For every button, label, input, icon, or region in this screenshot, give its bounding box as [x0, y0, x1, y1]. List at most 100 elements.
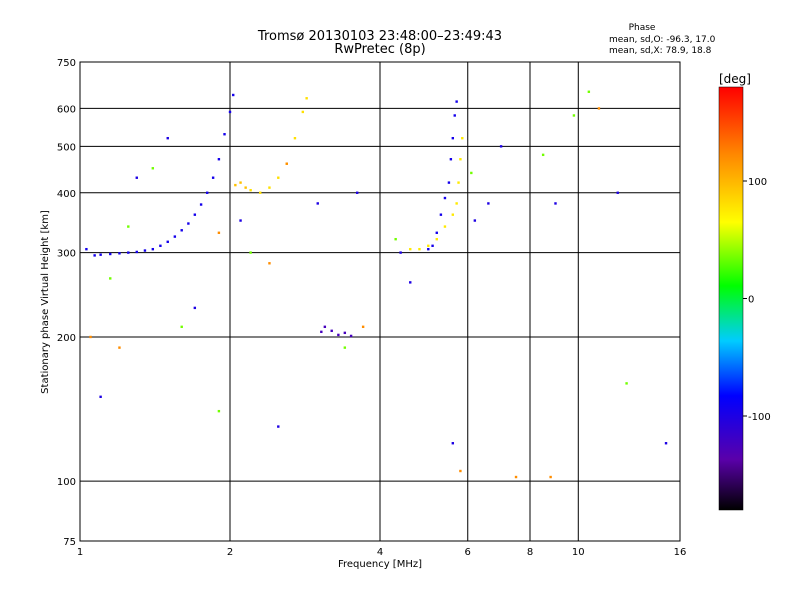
echo-point: [211, 176, 215, 179]
echo-point: [173, 235, 177, 238]
echo-point: [455, 202, 458, 205]
x-tick-label: 2: [227, 547, 233, 558]
echo-point: [205, 191, 209, 194]
x-tick-label: 10: [572, 547, 585, 558]
echo-point: [439, 213, 443, 216]
echo-point: [451, 442, 455, 445]
x-tick-label: 6: [465, 547, 471, 558]
echo-point: [541, 153, 545, 157]
echo-point: [135, 176, 138, 179]
y-tick-label: 300: [57, 249, 76, 260]
echo-point: [239, 219, 242, 222]
echo-point: [180, 229, 183, 232]
echo-point: [293, 136, 297, 140]
echo-point: [305, 97, 308, 100]
echo-point: [234, 183, 237, 187]
data-points: [85, 90, 668, 479]
echo-point: [316, 202, 319, 205]
x-tick-label: 8: [527, 547, 533, 558]
echo-point: [159, 244, 162, 247]
echo-point: [399, 251, 402, 254]
echo-point: [447, 181, 451, 184]
echo-point: [514, 475, 518, 479]
y-tick-labels: 75 100 200 300 400 500 600 750: [57, 58, 76, 548]
echo-point: [409, 247, 412, 251]
x-tick-label: 4: [377, 547, 383, 558]
echo-point: [277, 425, 280, 428]
y-tick-label: 750: [57, 58, 76, 69]
echo-point: [127, 251, 130, 254]
echo-point: [268, 262, 271, 265]
echo-point: [355, 191, 359, 194]
echo-point: [554, 202, 557, 205]
echo-point: [330, 329, 333, 333]
echo-point: [166, 136, 169, 140]
echo-point: [109, 277, 112, 280]
echo-point: [435, 237, 438, 241]
echo-point: [443, 225, 447, 228]
stats-heading: Phase: [629, 23, 656, 33]
colorbar-label: [deg]: [719, 72, 751, 86]
echo-point: [118, 346, 121, 349]
x-axis-label: Frequency [MHz]: [338, 559, 422, 570]
echo-point: [473, 219, 477, 222]
stats-x-line: mean, sd,X: 78.9, 18.8: [609, 46, 712, 56]
echo-point: [418, 247, 421, 251]
echo-point: [443, 196, 447, 200]
chart-title: Tromsø 20130103 23:48:00–23:49:43: [257, 29, 502, 44]
y-tick-label: 400: [57, 189, 76, 200]
echo-point: [99, 395, 102, 399]
echo-point: [349, 334, 353, 338]
y-tick-label: 500: [57, 142, 76, 153]
echo-point: [361, 325, 365, 329]
echo-point: [151, 167, 155, 170]
x-tick-label: 16: [674, 547, 687, 558]
echo-point: [597, 107, 601, 110]
echo-point: [301, 110, 305, 114]
echo-point: [93, 254, 96, 257]
y-tick-label: 100: [57, 477, 76, 488]
echo-point: [616, 191, 619, 194]
y-tick-label: 75: [63, 537, 76, 548]
echo-point: [449, 158, 453, 161]
echo-point: [166, 240, 169, 244]
echo-point: [427, 247, 430, 251]
echo-point: [337, 333, 340, 337]
echo-point: [549, 475, 552, 479]
chart-subtitle: RwPretec (8p): [334, 42, 425, 57]
echo-point: [193, 306, 197, 310]
echo-point: [259, 191, 262, 194]
echo-point: [435, 231, 438, 234]
echo-point: [187, 222, 190, 225]
echo-point: [217, 158, 221, 161]
x-tick-label: 1: [77, 547, 83, 558]
echo-point: [109, 252, 112, 256]
echo-point: [572, 114, 576, 117]
echo-point: [199, 203, 203, 206]
echo-point: [323, 325, 327, 329]
grid-lines: [80, 62, 680, 541]
echo-point: [193, 213, 197, 216]
colorbar-tick-label: -100: [748, 412, 771, 423]
echo-point: [451, 213, 455, 216]
echo-point: [135, 250, 138, 254]
echo-point: [180, 325, 183, 329]
colorbar-ticks: -100 0 100: [743, 177, 771, 423]
echo-point: [455, 100, 458, 103]
echo-point: [427, 244, 430, 247]
echo-point: [431, 244, 434, 247]
y-tick-label: 600: [57, 104, 76, 115]
echo-point: [285, 162, 288, 165]
echo-point: [587, 90, 591, 93]
echo-point: [470, 171, 473, 175]
echo-point: [223, 133, 226, 136]
echo-point: [487, 202, 490, 205]
echo-point: [228, 110, 232, 114]
echo-point: [664, 442, 668, 445]
echo-point: [268, 186, 271, 189]
colorbar-tick-label: 0: [748, 295, 754, 306]
echo-point: [89, 335, 92, 339]
echo-point: [343, 346, 347, 349]
echo-point: [118, 252, 121, 255]
